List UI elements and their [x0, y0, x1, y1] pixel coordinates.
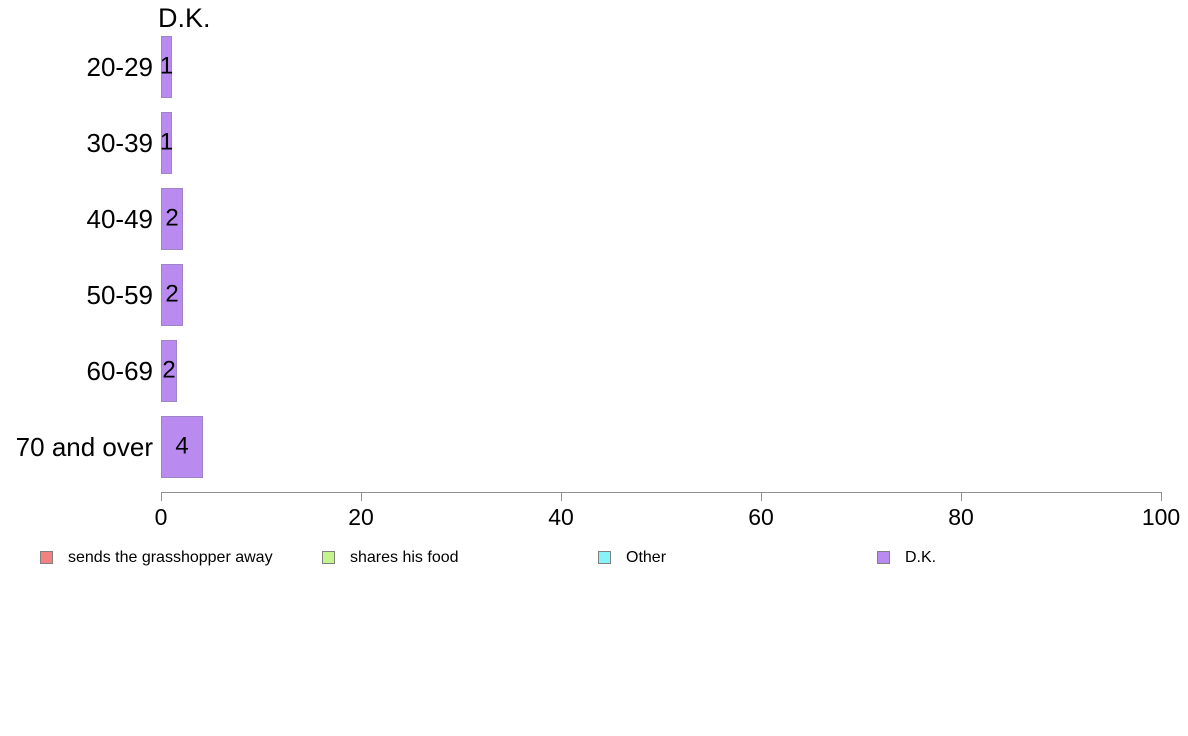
- x-tick-label-40: 40: [548, 504, 574, 530]
- bar-50-59: 2: [161, 264, 183, 326]
- x-tick-100: [1161, 492, 1162, 501]
- category-label-50-59: 50-59: [86, 279, 154, 310]
- legend-swatch-green: [322, 551, 335, 564]
- chart-row: 50-59 2: [0, 264, 1188, 326]
- chart-row: 30-39 1: [0, 112, 1188, 174]
- legend-swatch-red: [40, 551, 53, 564]
- category-label-40-49: 40-49: [86, 203, 154, 234]
- chart-row: 70 and over 4: [0, 416, 1188, 478]
- category-label-70-and-over: 70 and over: [15, 431, 153, 462]
- x-tick-label-0: 0: [154, 504, 168, 530]
- category-label-60-69: 60-69: [86, 355, 154, 386]
- bar-60-69: 2: [161, 340, 177, 402]
- x-tick-80: [961, 492, 962, 501]
- value-label: 2: [165, 204, 179, 232]
- legend-item-shares-his-food: shares his food: [322, 549, 459, 566]
- legend-label: Other: [626, 548, 667, 566]
- x-tick-label-60: 60: [748, 504, 774, 530]
- x-tick-40: [561, 492, 562, 501]
- x-tick-label-80: 80: [948, 504, 974, 530]
- value-label: 4: [175, 432, 189, 460]
- legend-label: D.K.: [905, 548, 937, 566]
- x-tick-label-20: 20: [348, 504, 374, 530]
- bar-20-29: 1: [159, 36, 174, 98]
- legend-swatch-purple: [877, 551, 890, 564]
- chart-row: 20-29 1: [0, 36, 1188, 98]
- x-tick-60: [761, 492, 762, 501]
- category-label-30-39: 30-39: [86, 127, 154, 158]
- x-tick-0: [161, 492, 162, 501]
- category-label-20-29: 20-29: [86, 51, 154, 82]
- legend-item-dk: D.K.: [877, 549, 936, 566]
- legend-item-sends-the-grasshopper-away: sends the grasshopper away: [40, 549, 273, 566]
- legend-label: shares his food: [350, 548, 459, 566]
- chart-row: 60-69 2: [0, 340, 1188, 402]
- legend-item-other: Other: [598, 549, 666, 566]
- x-axis-line: [161, 492, 1162, 493]
- value-label: 2: [162, 356, 176, 384]
- legend-swatch-cyan: [598, 551, 611, 564]
- value-label: 1: [159, 128, 174, 156]
- value-label: 1: [159, 52, 174, 80]
- x-tick-20: [361, 492, 362, 501]
- bar-30-39: 1: [159, 112, 174, 174]
- bar-40-49: 2: [161, 188, 183, 250]
- legend-label: sends the grasshopper away: [68, 548, 273, 566]
- bar-70-and-over: 4: [161, 416, 203, 478]
- x-tick-label-100: 100: [1141, 504, 1181, 530]
- chart-row: 40-49 2: [0, 188, 1188, 250]
- chart-title: D.K.: [158, 3, 211, 33]
- value-label: 2: [165, 280, 179, 308]
